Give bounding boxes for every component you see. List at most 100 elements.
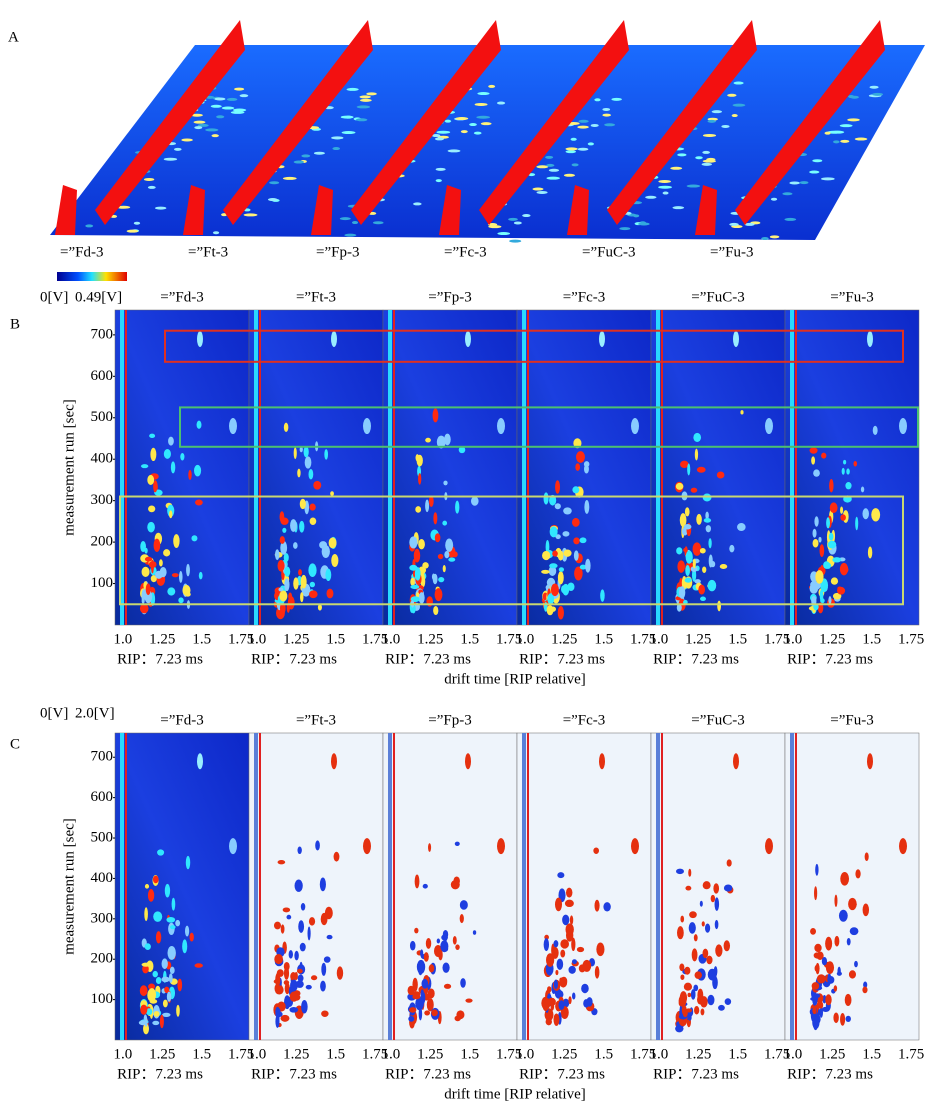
peak bbox=[331, 553, 339, 568]
peak bbox=[144, 943, 151, 951]
peak bbox=[718, 1004, 725, 1011]
peak bbox=[840, 871, 850, 886]
peak bbox=[164, 883, 171, 898]
peak bbox=[566, 887, 573, 898]
y-tick-label: 600 bbox=[91, 368, 114, 384]
peak bbox=[571, 959, 577, 965]
peak bbox=[571, 937, 576, 952]
peak bbox=[811, 456, 816, 465]
x-tick-label: 1.0 bbox=[650, 1046, 669, 1062]
peak bbox=[297, 468, 301, 478]
peak bbox=[899, 418, 907, 435]
peak bbox=[144, 556, 153, 562]
peak bbox=[418, 592, 425, 604]
peak bbox=[568, 996, 572, 1005]
peak bbox=[284, 566, 291, 577]
peak bbox=[267, 198, 278, 202]
peak bbox=[862, 903, 870, 917]
peak bbox=[713, 883, 720, 894]
peak bbox=[568, 965, 576, 974]
peak bbox=[536, 190, 548, 194]
peak bbox=[548, 168, 560, 172]
peak bbox=[437, 553, 444, 560]
peak bbox=[293, 160, 305, 164]
peak bbox=[436, 435, 446, 449]
peak bbox=[543, 938, 550, 952]
peak bbox=[487, 223, 498, 227]
peak bbox=[299, 942, 306, 952]
peak bbox=[715, 944, 723, 957]
peak bbox=[140, 464, 149, 469]
panel-label: C bbox=[10, 736, 20, 752]
peak bbox=[181, 138, 193, 142]
peak bbox=[765, 418, 773, 435]
peak bbox=[476, 115, 491, 119]
peak bbox=[496, 101, 506, 105]
peak bbox=[829, 479, 834, 493]
peak bbox=[872, 425, 878, 435]
peak bbox=[557, 571, 564, 585]
x-tick-label: 1.75 bbox=[898, 631, 924, 647]
peak bbox=[448, 557, 456, 562]
peak bbox=[740, 410, 744, 415]
peak bbox=[116, 205, 131, 209]
rip-line bbox=[522, 733, 526, 1040]
peak bbox=[558, 567, 565, 572]
rip-base bbox=[439, 185, 461, 235]
peak bbox=[833, 1012, 839, 1024]
peak bbox=[727, 93, 737, 97]
colorbar-min: 0[V] bbox=[40, 705, 68, 721]
peak bbox=[869, 85, 879, 89]
rip-line bbox=[795, 733, 797, 1040]
peak bbox=[691, 948, 698, 962]
rip-line bbox=[656, 733, 660, 1040]
peak bbox=[548, 565, 557, 577]
peak bbox=[813, 993, 821, 999]
rip-base bbox=[183, 185, 205, 235]
peak bbox=[170, 461, 176, 474]
peak bbox=[765, 838, 773, 855]
peak bbox=[871, 508, 881, 522]
x-tick-label: 1.0 bbox=[248, 1046, 267, 1062]
peak bbox=[301, 154, 311, 158]
peak bbox=[706, 955, 713, 965]
peak bbox=[159, 1014, 164, 1029]
peak bbox=[816, 974, 826, 984]
peak bbox=[549, 526, 558, 538]
peak bbox=[710, 894, 716, 903]
peak bbox=[194, 963, 203, 968]
peak bbox=[584, 499, 590, 514]
peak bbox=[688, 922, 696, 934]
sample-label: =”Ft-3 bbox=[296, 712, 336, 728]
peak bbox=[721, 124, 730, 128]
peak bbox=[153, 538, 161, 552]
rip-line bbox=[795, 310, 797, 625]
peak bbox=[444, 433, 451, 446]
peak bbox=[705, 511, 709, 520]
peak bbox=[509, 239, 522, 243]
peak bbox=[273, 921, 282, 930]
peak bbox=[854, 137, 868, 141]
peak bbox=[555, 480, 561, 494]
peak bbox=[212, 231, 220, 235]
peak bbox=[166, 991, 172, 1002]
peak bbox=[827, 540, 837, 549]
peak bbox=[576, 946, 585, 953]
peak bbox=[799, 181, 809, 185]
peak bbox=[326, 934, 333, 940]
rip-line bbox=[388, 310, 392, 625]
peak bbox=[408, 1016, 415, 1022]
peak bbox=[152, 875, 159, 884]
sample-label: =”Fp-3 bbox=[316, 244, 359, 260]
peak bbox=[576, 451, 585, 463]
peak bbox=[194, 464, 202, 477]
peak bbox=[824, 131, 831, 135]
peak bbox=[321, 962, 327, 976]
rip-line bbox=[790, 733, 794, 1040]
peak bbox=[277, 559, 285, 572]
peak bbox=[825, 936, 833, 951]
rip-label: RIP：7.23 ms bbox=[653, 1066, 739, 1082]
peak bbox=[862, 508, 869, 520]
peak bbox=[860, 486, 865, 493]
